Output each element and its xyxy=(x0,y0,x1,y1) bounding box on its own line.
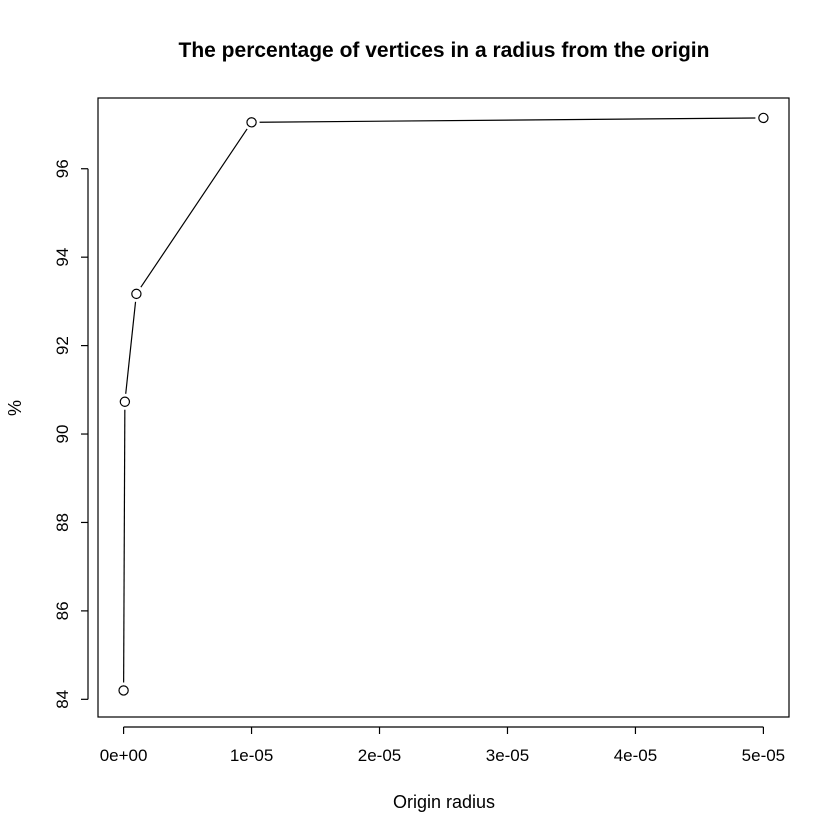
x-tick-label: 1e-05 xyxy=(230,746,273,765)
data-point xyxy=(758,112,769,124)
y-tick-label: 86 xyxy=(53,601,72,620)
y-tick-label: 92 xyxy=(53,336,72,355)
x-axis-label: Origin radius xyxy=(393,792,495,812)
y-tick-label: 96 xyxy=(53,159,72,178)
y-tick-label: 90 xyxy=(53,425,72,444)
data-point xyxy=(246,117,257,128)
y-tick-label: 88 xyxy=(53,513,72,532)
x-tick-label: 0e+00 xyxy=(100,746,148,765)
series-segment xyxy=(259,117,756,123)
x-tick-label: 5e-05 xyxy=(742,746,785,765)
series-segment xyxy=(123,409,126,683)
data-point xyxy=(118,685,129,696)
data-point xyxy=(131,288,142,300)
data-point xyxy=(119,396,131,407)
y-tick-label: 84 xyxy=(53,690,72,709)
x-tick-label: 3e-05 xyxy=(486,746,529,765)
series-segment xyxy=(125,301,137,394)
y-axis: 84 86 88 90 92 94 96 xyxy=(53,159,89,709)
data-series xyxy=(118,112,769,696)
chart-title: The percentage of vertices in a radius f… xyxy=(179,39,710,62)
x-axis: 0e+00 1e-05 2e-05 3e-05 4e-05 5e-05 xyxy=(100,726,785,765)
y-tick-label: 94 xyxy=(53,248,72,267)
y-axis-label: % xyxy=(5,400,25,416)
x-tick-label: 4e-05 xyxy=(614,746,657,765)
x-tick-label: 2e-05 xyxy=(358,746,401,765)
series-segment xyxy=(140,128,248,288)
plot-frame xyxy=(97,97,790,718)
